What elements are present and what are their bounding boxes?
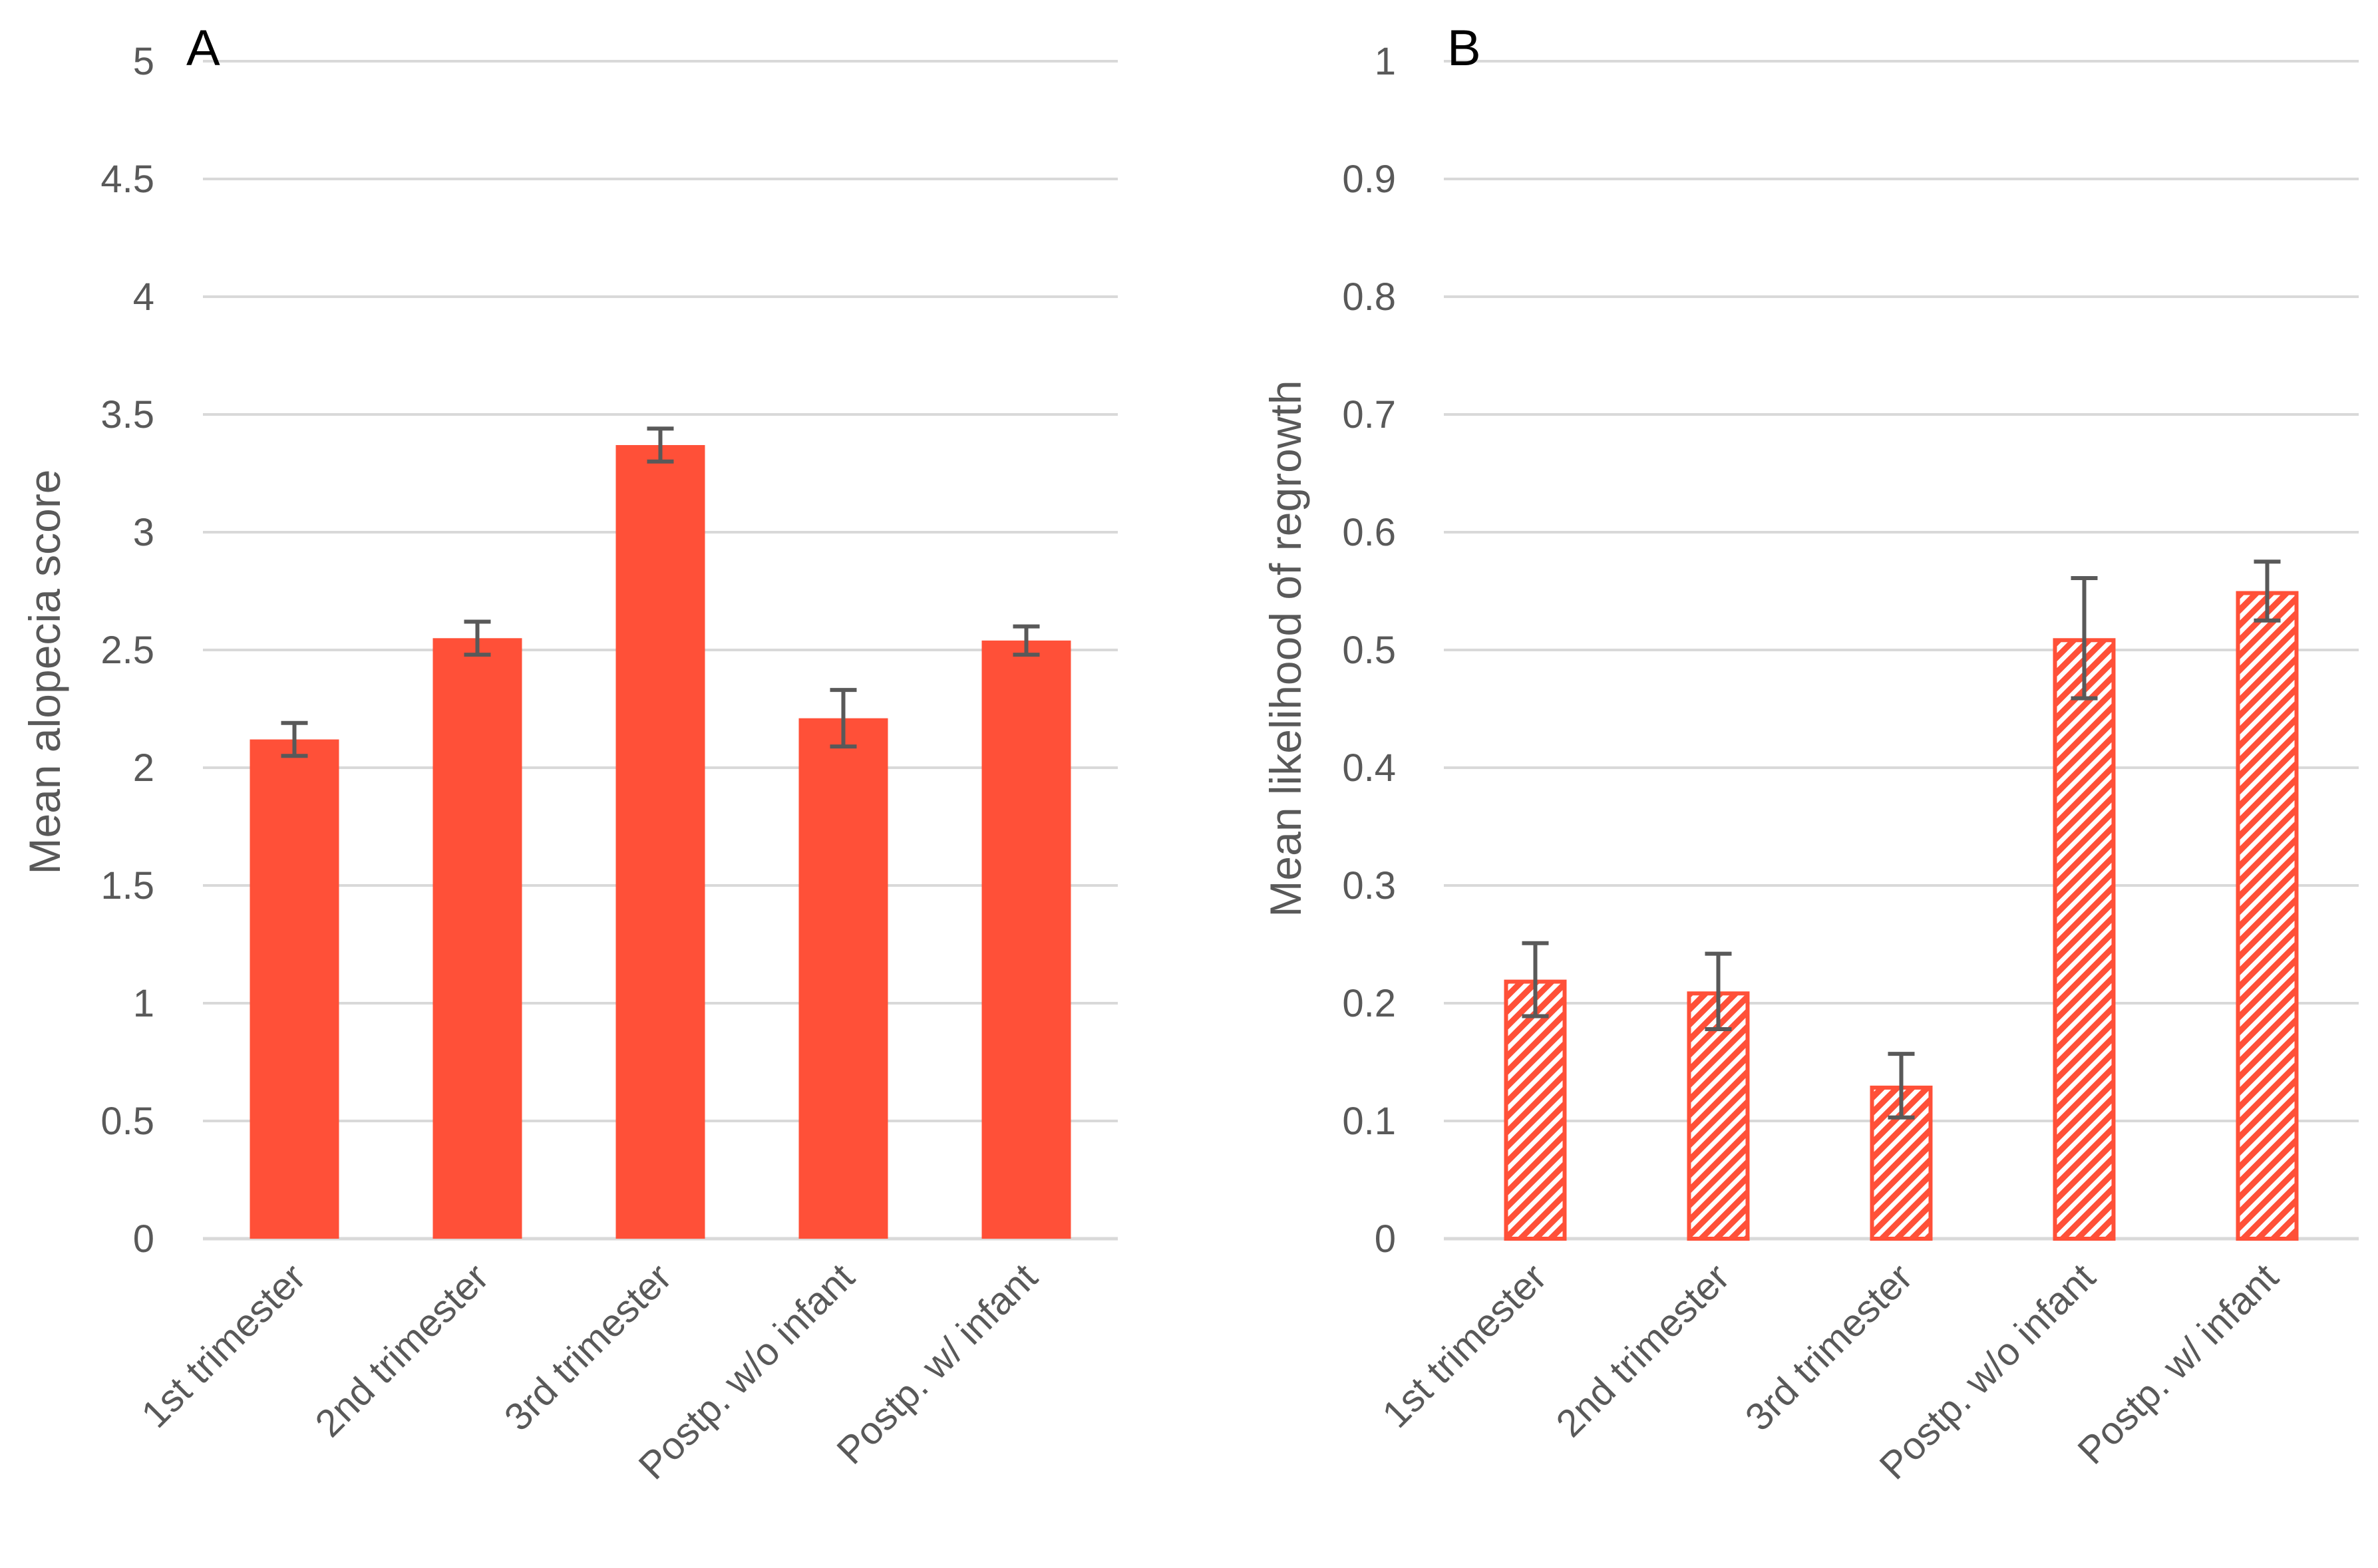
panel-b-y-tick-label: 0.2 <box>1342 982 1396 1025</box>
panel-a-error-bar <box>830 688 857 749</box>
panel-a-bar <box>615 445 705 1239</box>
panel-b-error-bar <box>1522 941 1549 1019</box>
panel-a-error-bar <box>1013 624 1040 657</box>
panel-b-x-tick-label: 1st trimester <box>1374 1255 1555 1436</box>
panel-b-y-tick-label: 0.4 <box>1342 746 1396 790</box>
panel-a-y-tick-label: 0.5 <box>100 1100 154 1143</box>
panel-b-y-tick-label: 0.5 <box>1342 629 1396 672</box>
panel-b-y-tick-label: 0.9 <box>1342 158 1396 201</box>
panel-b-error-bar <box>1888 1052 1915 1120</box>
panel-a-y-tick-label: 1.5 <box>100 864 154 907</box>
panel-a-error-bar <box>464 619 491 657</box>
panel-a-y-tick-label: 2 <box>133 746 154 790</box>
panel-b-bars <box>1504 591 2299 1241</box>
panel-b-error-bar <box>2071 576 2098 701</box>
panel-b-regrowth-chart: 0 0.1 0.2 0.3 0.4 0.5 0.6 0.7 0.8 0.9 1 1st trimes… <box>1261 20 2359 1488</box>
panel-a-label: A <box>186 20 220 77</box>
panel-b-y-tick-label: 0.7 <box>1342 393 1396 436</box>
panel-b-x-tick-label: Postp. w/ infant <box>2069 1255 2286 1472</box>
panel-a-error-bar <box>281 720 308 758</box>
panel-a-bar <box>432 638 522 1239</box>
panel-b-x-tick-label: 2nd trimester <box>1548 1255 1737 1445</box>
panel-b-error-bar <box>2254 559 2281 623</box>
panel-b-bar <box>2236 591 2299 1241</box>
panel-a-x-tick-label: Postp. w/ infant <box>828 1255 1045 1472</box>
panel-a-x-tick-label: 2nd trimester <box>307 1255 496 1445</box>
panel-a-y-tick-label: 2.5 <box>100 629 154 672</box>
panel-a-bar <box>981 640 1071 1239</box>
panel-a-y-tick-label: 3.5 <box>100 393 154 436</box>
panel-b-bar <box>2053 638 2116 1241</box>
panel-a-x-tick-label: 3rd trimester <box>496 1255 680 1439</box>
panel-a-y-axis-title: Mean alopecia score <box>20 469 69 874</box>
panel-b-y-tick-label: 0.8 <box>1342 275 1396 319</box>
panel-b-y-tick-label: 0 <box>1375 1217 1396 1261</box>
panel-b-y-tick-label: 0.3 <box>1342 864 1396 907</box>
panel-a-y-tick-label: 3 <box>133 511 154 554</box>
panel-a-y-tick-label: 1 <box>133 982 154 1025</box>
panel-b-x-tick-label: 3rd trimester <box>1737 1255 1921 1439</box>
panel-b-error-bars <box>1522 559 2281 1120</box>
panel-b-label: B <box>1447 20 1481 77</box>
panel-a-x-tick-label: 1st trimester <box>133 1255 314 1436</box>
panel-b-bar <box>1687 991 1750 1241</box>
panel-a-y-tick-label: 4.5 <box>100 158 154 201</box>
panel-a-bar <box>798 718 888 1239</box>
panel-a-bars <box>250 445 1071 1239</box>
panel-a-error-bar <box>647 426 674 464</box>
panel-b-bar <box>1504 979 1567 1241</box>
panel-b-y-axis-title: Mean likelihood of regrowth <box>1261 380 1310 917</box>
panel-a-y-tick-label: 0 <box>133 1217 154 1261</box>
panel-b-y-ticks: 0 0.1 0.2 0.3 0.4 0.5 0.6 0.7 0.8 0.9 1 <box>1342 40 1396 1261</box>
panel-a-y-ticks: 0 0.5 1 1.5 2 2.5 3 3.5 4 4.5 5 <box>100 40 154 1261</box>
panel-a-y-tick-label: 5 <box>133 40 154 83</box>
panel-b-y-tick-label: 1 <box>1375 40 1396 83</box>
panel-a-y-tick-label: 4 <box>133 275 154 319</box>
panel-b-y-tick-label: 0.1 <box>1342 1100 1396 1143</box>
panel-b-y-tick-label: 0.6 <box>1342 511 1396 554</box>
panel-b-error-bar <box>1705 951 1732 1031</box>
panel-a-error-bars <box>281 426 1040 758</box>
panel-a-bar <box>250 739 339 1239</box>
